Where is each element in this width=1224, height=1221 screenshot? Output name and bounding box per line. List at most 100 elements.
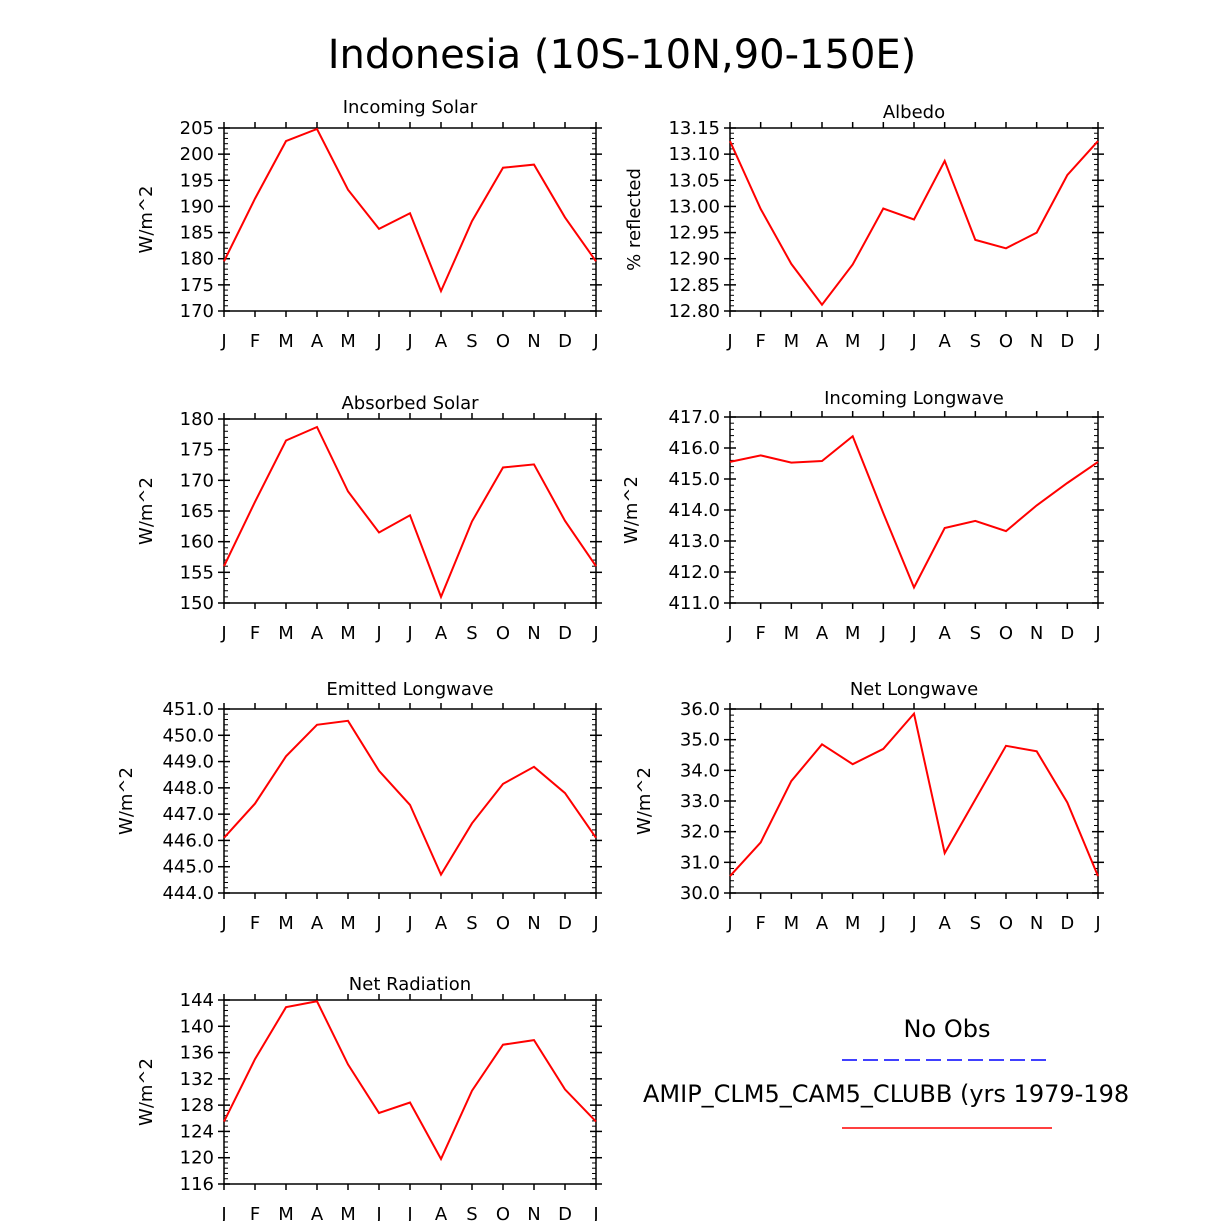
y-tick-label: 414.0	[668, 500, 720, 521]
x-tick-label: J	[406, 623, 412, 644]
x-tick-label: F	[755, 623, 765, 644]
chart-panel: J F M A M J J A S O N D J150155160165170175180Absorb…	[136, 393, 602, 644]
x-tick-label: A	[435, 331, 448, 352]
plot-frame	[223, 418, 597, 604]
y-tick-label: 446.0	[162, 830, 214, 851]
x-tick-label: J	[220, 1204, 226, 1221]
y-axis-title: % reflected	[624, 168, 645, 271]
x-tick-label: N	[527, 913, 540, 934]
y-axis-title: W/m^2	[116, 767, 137, 835]
y-tick-label: 124	[180, 1121, 214, 1142]
x-tick-label: A	[939, 913, 952, 934]
x-tick-label: M	[278, 1204, 294, 1221]
chart-panel: J F M A M J J A S O N D J116120124128132136140144Net…	[136, 974, 602, 1221]
y-tick-label: 205	[180, 118, 214, 139]
plot-frame	[729, 708, 1099, 894]
y-tick-label: 13.15	[668, 118, 720, 139]
x-tick-label: S	[970, 623, 981, 644]
figure-title: Indonesia (10S-10N,90-150E)	[328, 32, 917, 78]
y-tick-label: 36.0	[680, 699, 720, 720]
x-tick-label: O	[496, 1204, 510, 1221]
x-tick-label: A	[435, 913, 448, 934]
x-tick-label: M	[784, 913, 800, 934]
y-tick-label: 448.0	[162, 778, 214, 799]
x-tick-label: J	[726, 623, 732, 644]
series-line	[223, 425, 597, 600]
x-tick-label: F	[755, 913, 765, 934]
x-tick-label: M	[845, 913, 861, 934]
x-tick-label: J	[1094, 913, 1100, 934]
y-tick-label: 13.10	[668, 144, 720, 165]
x-tick-label: S	[970, 331, 981, 352]
x-tick-label: F	[250, 623, 260, 644]
x-tick-label: J	[726, 331, 732, 352]
x-tick-label: N	[1030, 331, 1043, 352]
y-tick-label: 180	[180, 249, 214, 270]
y-tick-label: 185	[180, 223, 214, 244]
x-tick-label: S	[466, 1204, 477, 1221]
y-tick-label: 417.0	[668, 407, 720, 428]
x-tick-label: O	[496, 331, 510, 352]
y-tick-label: 415.0	[668, 469, 720, 490]
series-line	[729, 711, 1099, 877]
x-tick-label: A	[311, 1204, 324, 1221]
y-tick-label: 34.0	[680, 760, 720, 781]
x-tick-label: F	[250, 913, 260, 934]
legend-model-label: AMIP_CLM5_CAM5_CLUBB (yrs 1979-198	[643, 1080, 1129, 1108]
x-tick-label: J	[375, 623, 381, 644]
plot-frame	[729, 416, 1099, 604]
y-tick-label: 449.0	[162, 752, 214, 773]
x-tick-label: F	[250, 331, 260, 352]
x-tick-label: J	[220, 331, 226, 352]
x-tick-label: M	[340, 1204, 356, 1221]
y-tick-label: 12.95	[668, 223, 720, 244]
y-tick-label: 120	[180, 1148, 214, 1169]
y-tick-label: 160	[180, 532, 214, 553]
x-tick-label: M	[845, 623, 861, 644]
x-tick-label: S	[466, 331, 477, 352]
y-axis-title: W/m^2	[634, 767, 655, 835]
y-tick-label: 412.0	[668, 562, 720, 583]
x-tick-label: O	[999, 331, 1013, 352]
y-tick-label: 12.80	[668, 301, 720, 322]
plot-frame	[223, 127, 597, 312]
x-tick-label: M	[784, 623, 800, 644]
x-tick-label: A	[939, 331, 952, 352]
x-tick-label: D	[558, 331, 572, 352]
y-tick-label: 128	[180, 1095, 214, 1116]
x-tick-label: D	[558, 1204, 572, 1221]
chart-panel: J F M A M J J A S O N D J411.0412.0413.0414.0415.041…	[621, 388, 1104, 644]
x-tick-label: M	[278, 623, 294, 644]
y-tick-label: 445.0	[162, 857, 214, 878]
x-tick-label: J	[406, 331, 412, 352]
y-tick-label: 136	[180, 1043, 214, 1064]
y-tick-label: 116	[180, 1174, 214, 1195]
y-tick-label: 32.0	[680, 822, 720, 843]
y-tick-label: 31.0	[680, 852, 720, 873]
y-tick-label: 165	[180, 501, 214, 522]
x-tick-label: J	[880, 913, 886, 934]
x-tick-label: J	[406, 913, 412, 934]
y-tick-label: 444.0	[162, 883, 214, 904]
x-tick-label: M	[340, 913, 356, 934]
x-tick-label: A	[435, 1204, 448, 1221]
x-tick-label: M	[784, 331, 800, 352]
x-tick-label: A	[311, 623, 324, 644]
y-tick-label: 190	[180, 196, 214, 217]
y-tick-label: 13.00	[668, 196, 720, 217]
y-tick-label: 451.0	[162, 699, 214, 720]
x-tick-label: F	[755, 331, 765, 352]
x-tick-label: J	[910, 623, 916, 644]
panel-title: Incoming Longwave	[824, 388, 1004, 409]
x-tick-label: J	[375, 913, 381, 934]
y-tick-label: 13.05	[668, 170, 720, 191]
x-tick-label: A	[816, 913, 829, 934]
y-axis-title: W/m^2	[136, 186, 157, 254]
panel-title: Incoming Solar	[343, 97, 478, 118]
plot-frame	[223, 999, 597, 1185]
x-tick-label: M	[845, 331, 861, 352]
series-line	[729, 140, 1099, 307]
chart-panel: J F M A M J J A S O N D J444.0445.0446.0447.0448.044…	[116, 679, 602, 934]
x-tick-label: A	[816, 331, 829, 352]
